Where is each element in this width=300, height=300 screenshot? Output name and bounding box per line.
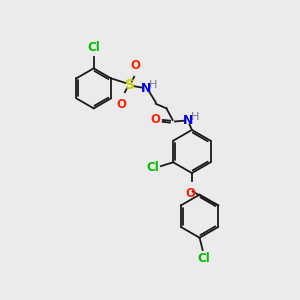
Text: N: N	[183, 114, 193, 127]
Text: S: S	[124, 77, 134, 92]
Text: Cl: Cl	[147, 161, 159, 174]
Text: Cl: Cl	[87, 41, 100, 55]
Text: O: O	[131, 59, 141, 72]
Text: O: O	[151, 113, 161, 126]
Text: O: O	[185, 187, 195, 200]
Text: O: O	[117, 98, 127, 111]
Text: N: N	[141, 82, 152, 95]
Text: Cl: Cl	[197, 252, 210, 265]
Text: H: H	[149, 80, 158, 89]
Text: H: H	[191, 112, 199, 122]
